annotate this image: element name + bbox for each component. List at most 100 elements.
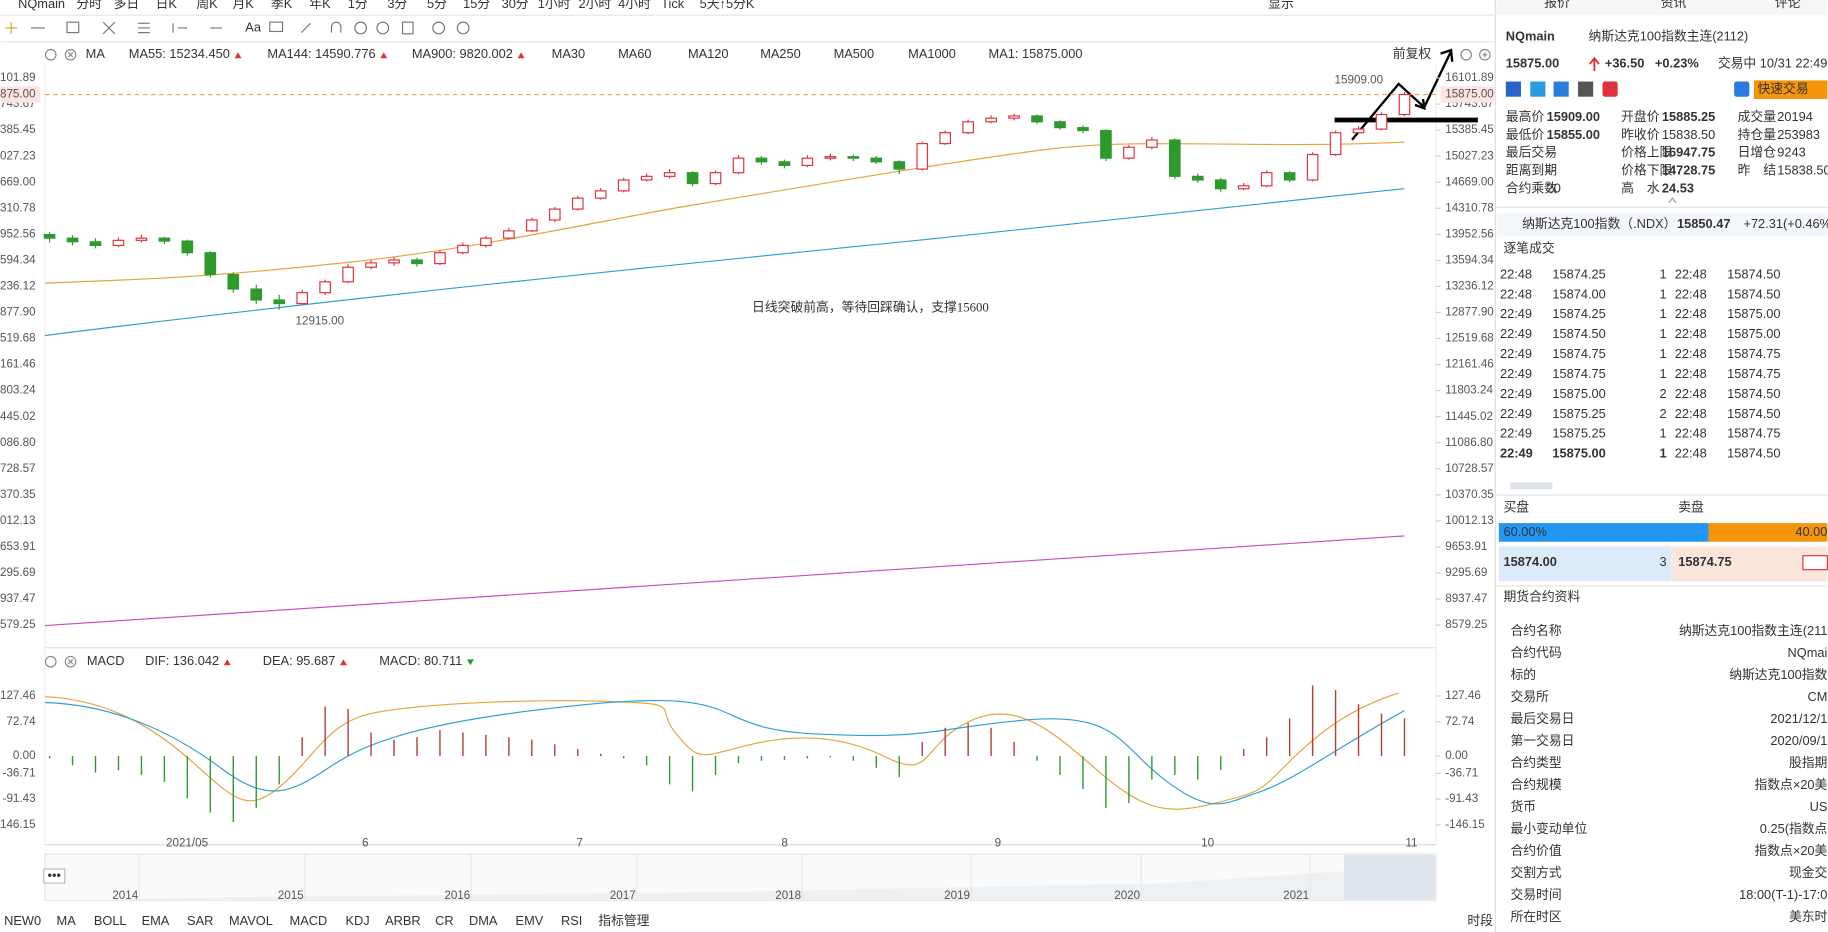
quote-value: 253983	[1777, 127, 1820, 142]
quick-trade-label[interactable]: 快速交易	[1757, 81, 1808, 96]
annotation: 日线突破前高，等待回踩确认，支撑15600	[752, 300, 989, 315]
panel-tab[interactable]: 评论	[1775, 0, 1801, 10]
trade-time: 22:48	[1675, 446, 1707, 461]
indicator-tab[interactable]: ARBR	[385, 913, 421, 928]
low-label: 12915.00	[296, 315, 345, 328]
font-tool[interactable]: Aa	[245, 19, 262, 34]
period-tab[interactable]: 日K	[156, 0, 178, 11]
period-tab[interactable]: 月K	[232, 0, 254, 11]
price-tick-label: 8579.25	[1445, 618, 1487, 631]
trade-price: 15874.50	[1727, 446, 1780, 461]
indicator-tab[interactable]: 指标管理	[598, 913, 649, 928]
quote-value: 15909.00	[1547, 109, 1600, 124]
price-tick-label: 11803.24	[1445, 384, 1493, 397]
price-tick-label: 9653.91	[1445, 540, 1487, 553]
period-tab[interactable]: 年K	[309, 0, 331, 11]
indicator-tab[interactable]: CR	[435, 913, 453, 928]
panel-tab[interactable]: 报价	[1544, 0, 1570, 10]
panel-icons[interactable]	[1505, 81, 1750, 97]
trades-title: 逐笔成交	[1503, 241, 1554, 256]
ask-button[interactable]	[1802, 555, 1828, 571]
more-icon[interactable]: •••	[48, 867, 61, 882]
macd-tick-label: 72.74	[1445, 715, 1475, 728]
price-tick-label: 10370.35	[1445, 488, 1494, 501]
period-tab[interactable]: 4小时	[618, 0, 651, 11]
indicator-tab[interactable]: MACD	[290, 913, 328, 928]
indicator-tab[interactable]: BOLL	[94, 913, 127, 928]
high-label: 15909.00	[1335, 73, 1384, 86]
candle-body	[273, 299, 286, 305]
period-tab[interactable]: 分时	[76, 0, 102, 11]
panel-tab[interactable]: 资讯	[1661, 0, 1687, 10]
period-tab[interactable]: 1小时	[538, 0, 571, 11]
session-tab[interactable]: 时段	[1467, 913, 1493, 928]
navigator-window[interactable]	[1343, 855, 1435, 900]
price-tick-label: 15385.45	[0, 123, 36, 136]
trade-time: 22:48	[1500, 266, 1532, 281]
price-tick-label: 16101.89	[1445, 71, 1494, 84]
indicator-tab[interactable]: DMA	[469, 913, 498, 928]
indicator-tab[interactable]: EMV	[516, 913, 544, 928]
trade-time: 22:48	[1675, 386, 1707, 401]
candle-body	[893, 161, 906, 170]
candle-body	[181, 240, 194, 254]
price-tick-label: 10370.35	[0, 488, 36, 501]
candle-body	[985, 117, 997, 123]
period-tab[interactable]: Tick	[661, 0, 685, 11]
scrollbar[interactable]	[1510, 482, 1553, 490]
macd-tick-label: -91.43	[1445, 792, 1478, 805]
period-tab[interactable]: 15分	[463, 0, 490, 11]
macd-label: MACD: 80.711	[379, 653, 462, 668]
macd-tick-label: 72.74	[6, 715, 36, 728]
year-label: 2016	[444, 889, 470, 902]
trade-price: 15875.00	[1727, 326, 1780, 341]
period-tab[interactable]: 周K	[196, 0, 218, 11]
display-menu[interactable]: 显示	[1268, 0, 1294, 11]
indicator-tab[interactable]: SAR	[187, 913, 213, 928]
period-tab[interactable]: 1分	[348, 0, 368, 11]
price-tick-label: 8937.47	[0, 592, 36, 605]
period-tab[interactable]: 多日	[114, 0, 140, 11]
trade-qty: 1	[1659, 306, 1666, 321]
indicator-tab[interactable]: MAVOL	[229, 913, 273, 928]
indicator-tab[interactable]: NEW0	[4, 913, 41, 928]
dea-line	[44, 699, 1405, 805]
indicator-tab[interactable]: RSI	[561, 913, 582, 928]
candle-body	[1008, 115, 1020, 119]
info-label: 合约类型	[1510, 755, 1561, 770]
period-tab[interactable]: 5天↑5分K	[700, 0, 755, 11]
indicator-tab[interactable]: KDJ	[345, 913, 369, 928]
indicator-tab[interactable]: MA	[57, 913, 77, 928]
adjust-button[interactable]: 前复权	[1393, 46, 1432, 61]
info-label: 合约价值	[1510, 843, 1561, 858]
indicator-name[interactable]: MA	[86, 46, 106, 61]
period-tab[interactable]: 30分	[502, 0, 529, 11]
trade-price: 15874.00	[1552, 286, 1605, 301]
period-tab[interactable]: 季K	[271, 0, 293, 11]
candle-body	[480, 237, 492, 247]
ma-label: MA55: 15234.450	[129, 46, 230, 61]
candle-body	[1306, 153, 1319, 181]
period-tab[interactable]: 3分	[387, 0, 407, 11]
candle-body	[732, 157, 745, 174]
symbol-tab[interactable]: NQmain	[18, 0, 65, 11]
panel-change-pct: +0.23%	[1655, 55, 1699, 70]
trade-time: 22:49	[1500, 426, 1532, 441]
candle-body	[525, 219, 538, 232]
indicator-settings[interactable]	[44, 48, 1491, 668]
index-name: 纳斯达克100指数（.NDX）	[1522, 216, 1676, 231]
trade-price: 15875.25	[1552, 406, 1605, 421]
drawing-tools[interactable]	[5, 21, 470, 35]
candle-body	[1123, 146, 1135, 159]
time-label: 8	[781, 837, 787, 850]
macd-flag	[223, 659, 231, 666]
period-tab[interactable]: 2小时	[578, 0, 611, 11]
indicator-tab[interactable]: EMA	[142, 913, 170, 928]
period-tab[interactable]: 5分	[427, 0, 447, 11]
candle-body	[503, 230, 515, 239]
panel-change: +36.50	[1605, 55, 1645, 70]
candle-body	[319, 281, 331, 294]
macd-name[interactable]: MACD	[87, 653, 125, 668]
quick-trade-button[interactable]	[1753, 80, 1828, 100]
more-button[interactable]	[43, 868, 66, 884]
